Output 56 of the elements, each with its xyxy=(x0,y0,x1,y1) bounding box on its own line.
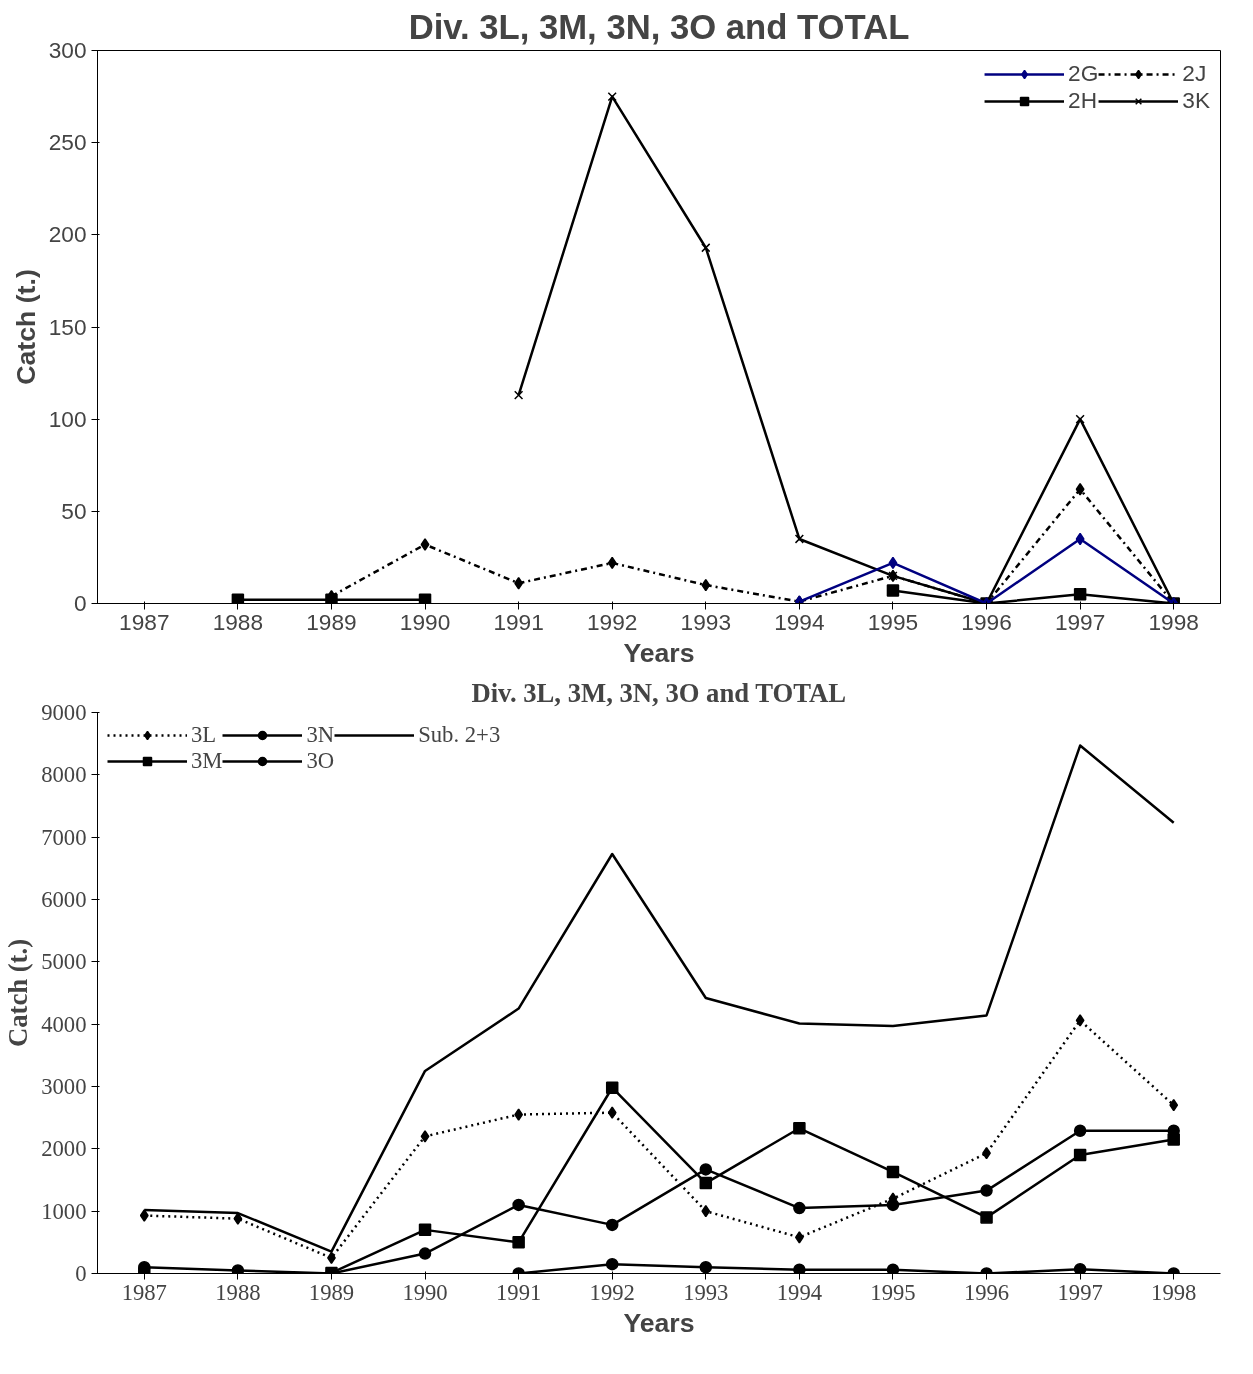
y-tick-label: 150 xyxy=(48,313,87,340)
legend-label: Sub. 2+3 xyxy=(418,722,501,748)
x-tick-label: 1994 xyxy=(776,1279,823,1305)
legend-label: 3L xyxy=(191,722,217,748)
x-tick-label: 1988 xyxy=(212,608,264,635)
x-tick-label: 1988 xyxy=(215,1279,261,1305)
y-tick-label: 50 xyxy=(61,497,87,524)
legend-label: 2G xyxy=(1068,60,1099,87)
chart-title: Div. 3L, 3M, 3N, 3O and TOTAL xyxy=(471,677,847,708)
x-tick-label: 1990 xyxy=(399,608,451,635)
y-tick-label: 3000 xyxy=(41,1074,87,1099)
chart-title: Div. 3L, 3M, 3N, 3O and TOTAL xyxy=(408,7,910,46)
y-tick-label: 4000 xyxy=(41,1011,87,1037)
y-tick-label: 0 xyxy=(75,1261,87,1286)
y-tick-label: 6000 xyxy=(41,887,87,912)
x-tick-label: 1990 xyxy=(402,1279,448,1305)
y-tick-label: 8000 xyxy=(41,762,87,788)
x-tick-label: 1998 xyxy=(1148,608,1199,635)
x-tick-label: 1989 xyxy=(306,608,357,635)
legend-label: 3K xyxy=(1182,87,1210,114)
x-tick-label: 1993 xyxy=(680,608,731,635)
legend-label: 3N xyxy=(306,722,335,748)
x-tick-label: 1991 xyxy=(493,608,544,635)
y-tick-label: 9000 xyxy=(41,700,87,725)
legend-label: 2H xyxy=(1068,87,1098,114)
x-tick-label: 1991 xyxy=(495,1279,542,1305)
x-tick-label: 1994 xyxy=(774,608,825,635)
x-axis-title: Years xyxy=(623,637,695,668)
y-axis-title: Catch (t.) xyxy=(10,269,41,385)
legend-label: 3M xyxy=(191,748,223,774)
x-tick-label: 1997 xyxy=(1054,608,1106,635)
y-tick-label: 100 xyxy=(48,405,87,432)
x-tick-label: 1987 xyxy=(119,608,170,635)
legend-label: 3O xyxy=(306,748,335,774)
x-tick-label: 1996 xyxy=(961,608,1012,635)
x-tick-label: 1995 xyxy=(867,608,919,635)
y-tick-label: 1000 xyxy=(41,1198,87,1224)
y-tick-label: 7000 xyxy=(41,824,87,850)
x-tick-label: 1996 xyxy=(963,1279,1010,1305)
x-tick-label: 1995 xyxy=(870,1279,916,1305)
y-tick-label: 250 xyxy=(48,129,87,156)
x-tick-label: 1998 xyxy=(1151,1279,1197,1305)
x-tick-label: 1992 xyxy=(589,1279,635,1305)
x-tick-label: 1993 xyxy=(683,1279,729,1305)
x-tick-label: 1992 xyxy=(587,608,638,635)
legend-label: 2J xyxy=(1182,60,1207,87)
x-axis-title: Years xyxy=(623,1307,695,1338)
x-tick-label: 1989 xyxy=(308,1279,355,1305)
y-tick-label: 200 xyxy=(48,221,87,248)
y-tick-label: 300 xyxy=(48,37,87,63)
y-axis-title: Catch (t.) xyxy=(3,938,34,1048)
y-tick-label: 0 xyxy=(73,590,87,616)
x-tick-label: 1987 xyxy=(121,1279,167,1305)
y-tick-label: 5000 xyxy=(41,949,87,975)
y-tick-label: 2000 xyxy=(41,1136,87,1162)
x-tick-label: 1997 xyxy=(1057,1279,1103,1305)
